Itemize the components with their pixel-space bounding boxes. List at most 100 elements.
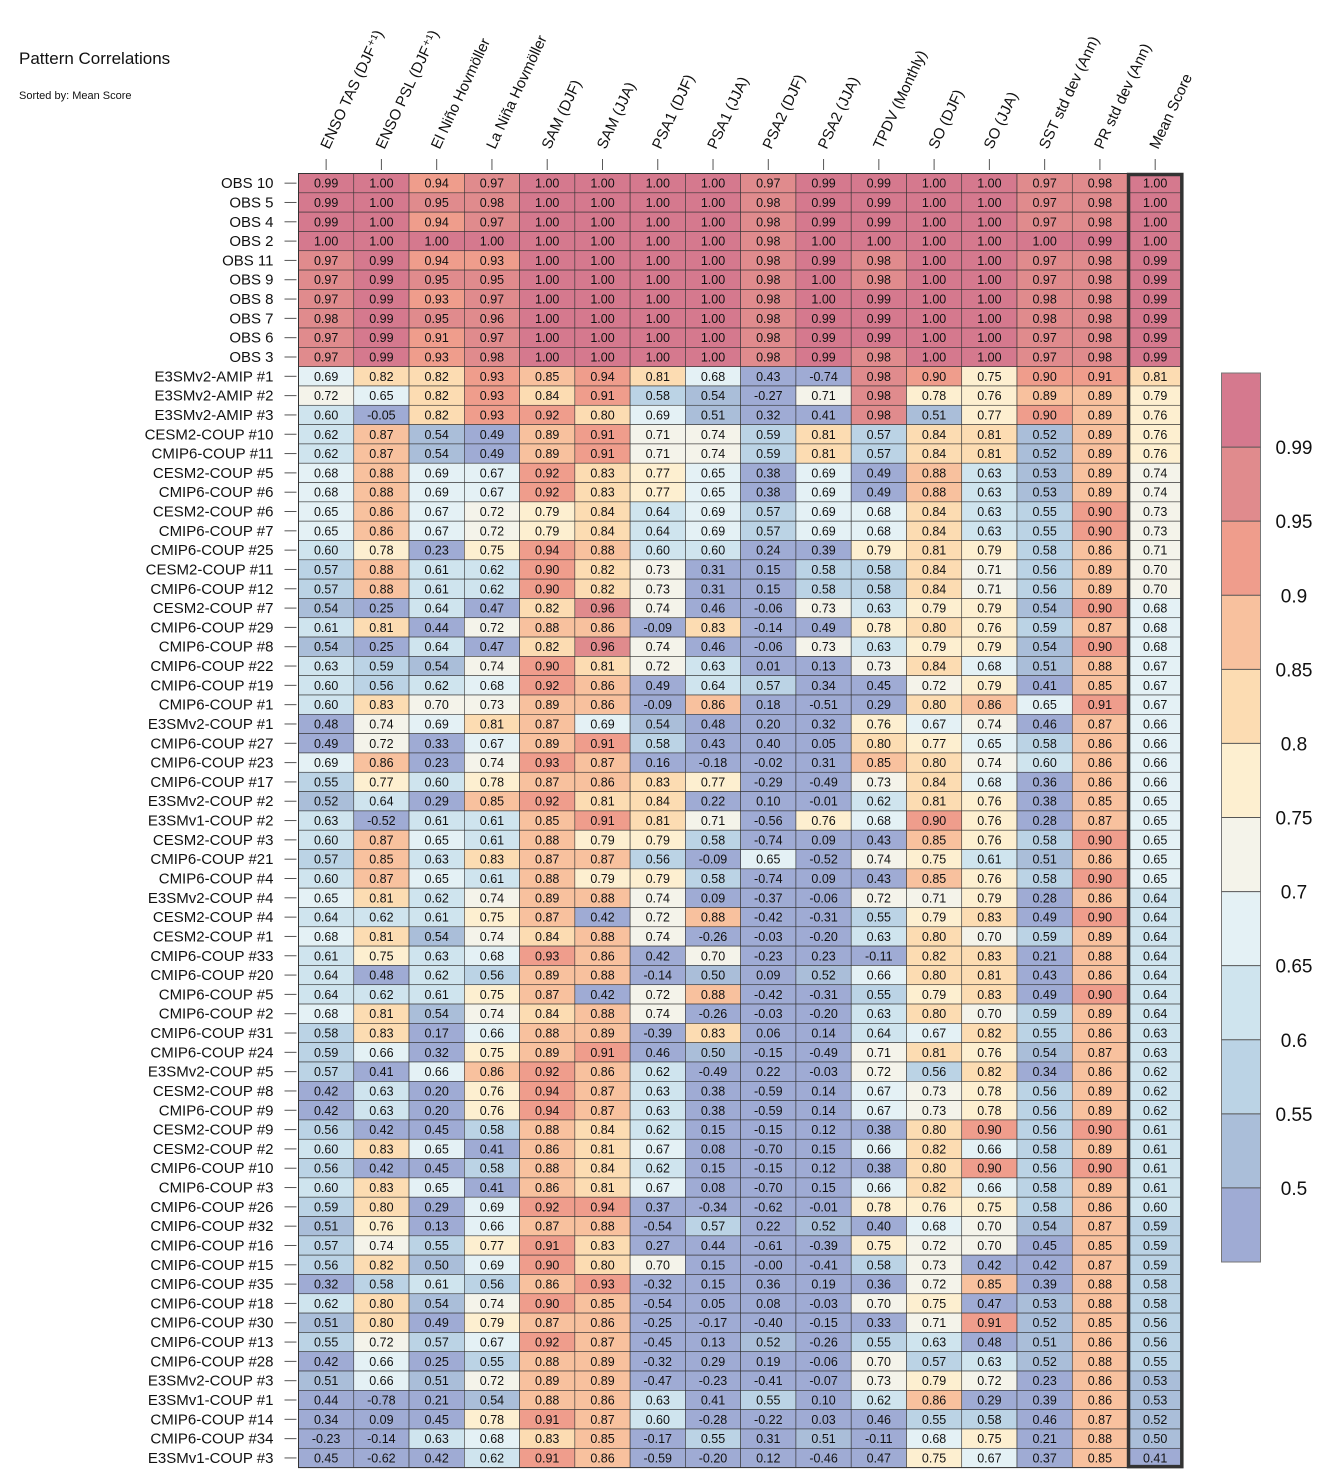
cell-value: 0.86 — [535, 1181, 559, 1195]
cell-value: 1.00 — [977, 177, 1001, 191]
cell-value: 1.00 — [701, 331, 725, 345]
cell-value: 0.69 — [590, 717, 614, 731]
cell-value: -0.05 — [367, 408, 396, 422]
cell-value: 0.59 — [1032, 930, 1056, 944]
cell-value: -0.39 — [644, 1027, 673, 1041]
cell-value: 0.85 — [977, 1278, 1001, 1292]
cell-value: 0.73 — [922, 1258, 946, 1272]
cell-value: 0.54 — [314, 640, 338, 654]
cell-value: 0.59 — [1143, 1239, 1167, 1253]
cell-value: 0.89 — [590, 1355, 614, 1369]
cell-value: 1.00 — [811, 235, 835, 249]
cell-value: 0.85 — [1088, 679, 1112, 693]
cell-value: 0.62 — [1143, 1084, 1167, 1098]
cell-value: 0.84 — [535, 930, 559, 944]
cell-value: 0.42 — [314, 1084, 338, 1098]
cell-value: -0.20 — [809, 1007, 838, 1021]
cell-value: 0.84 — [922, 582, 946, 596]
cell-value: 0.71 — [977, 563, 1001, 577]
cell-value: 0.72 — [480, 524, 504, 538]
cell-value: 0.89 — [535, 891, 559, 905]
cell-value: 0.64 — [1143, 969, 1167, 983]
cell-value: 0.34 — [314, 1413, 338, 1427]
cell-value: 0.95 — [425, 273, 449, 287]
cell-value: 0.54 — [1032, 640, 1056, 654]
cell-value: 0.75 — [867, 1239, 891, 1253]
cell-value: 0.63 — [314, 814, 338, 828]
cell-value: 0.48 — [701, 717, 725, 731]
cell-value: 0.98 — [1088, 215, 1112, 229]
cell-value: 0.53 — [1143, 1374, 1167, 1388]
cell-value: 0.86 — [369, 524, 393, 538]
cell-value: 0.31 — [701, 563, 725, 577]
cell-value: 0.84 — [590, 1162, 614, 1176]
cell-value: 0.88 — [535, 1394, 559, 1408]
cell-value: 0.89 — [535, 1046, 559, 1060]
cell-value: 0.91 — [535, 1239, 559, 1253]
cell-value: 0.70 — [867, 1355, 891, 1369]
cell-value: 0.83 — [590, 486, 614, 500]
cell-value: 0.62 — [867, 795, 891, 809]
cell-value: 0.68 — [922, 1432, 946, 1446]
cell-value: 0.80 — [590, 1258, 614, 1272]
cell-value: 0.80 — [369, 1200, 393, 1214]
cell-value: 0.87 — [535, 775, 559, 789]
cell-value: 0.86 — [701, 698, 725, 712]
cell-value: 1.00 — [701, 196, 725, 210]
cell-value: 0.72 — [480, 621, 504, 635]
cell-value: 0.87 — [369, 447, 393, 461]
cell-value: 0.41 — [701, 1394, 725, 1408]
cell-value: -0.32 — [644, 1355, 673, 1369]
cell-value: 1.00 — [369, 215, 393, 229]
cell-value: 0.87 — [590, 756, 614, 770]
cell-value: -0.45 — [644, 1336, 673, 1350]
column-label: SO (JJA) — [981, 89, 1022, 151]
row-label: E3SMv2-COUP #2 — [148, 793, 274, 810]
cell-value: -0.14 — [367, 1432, 396, 1446]
cell-value: 0.76 — [977, 833, 1001, 847]
cell-value: 0.89 — [1088, 930, 1112, 944]
cell-value: 0.58 — [811, 563, 835, 577]
cell-value: 0.98 — [756, 215, 780, 229]
cell-value: 0.61 — [480, 872, 504, 886]
cell-value: -0.14 — [754, 621, 783, 635]
cell-value: 0.89 — [1088, 1084, 1112, 1098]
cell-value: 0.86 — [1088, 1065, 1112, 1079]
row-label: CMIP6-COUP #10 — [150, 1160, 273, 1177]
cell-value: 0.41 — [369, 1065, 393, 1079]
cell-value: 0.55 — [756, 1394, 780, 1408]
row-label: CMIP6-COUP #26 — [150, 1199, 273, 1216]
cell-value: 0.62 — [480, 582, 504, 596]
cell-value: 0.72 — [922, 679, 946, 693]
column-label: PSA2 (JJA) — [815, 74, 863, 151]
cell-value: 0.85 — [535, 370, 559, 384]
cell-value: 0.88 — [1088, 1278, 1112, 1292]
cell-value: 0.60 — [314, 698, 338, 712]
column-label: ENSO TAS (DJF⁺¹) — [317, 28, 387, 152]
cell-value: 0.38 — [756, 486, 780, 500]
cell-value: -0.59 — [754, 1084, 783, 1098]
cell-value: 0.59 — [1143, 1220, 1167, 1234]
cell-value: -0.01 — [809, 795, 838, 809]
cell-value: 0.76 — [1143, 428, 1167, 442]
cell-value: 0.57 — [867, 428, 891, 442]
column-label: PSA1 (DJF) — [649, 72, 698, 152]
cell-value: 0.86 — [590, 1451, 614, 1465]
cell-value: 0.89 — [1088, 486, 1112, 500]
cell-value: 0.72 — [922, 1278, 946, 1292]
cell-value: 0.82 — [922, 1142, 946, 1156]
cell-value: 0.33 — [425, 737, 449, 751]
cell-value: 0.79 — [1143, 389, 1167, 403]
cell-value: 0.12 — [811, 1123, 835, 1137]
cell-value: 1.00 — [535, 196, 559, 210]
cell-value: 0.64 — [314, 988, 338, 1002]
cell-value: 0.74 — [1143, 466, 1167, 480]
cell-value: 0.77 — [646, 486, 670, 500]
colorbar-segment — [1221, 1187, 1261, 1262]
row-label: E3SMv2-COUP #4 — [148, 890, 274, 907]
cell-value: 0.83 — [369, 698, 393, 712]
cell-value: 0.99 — [369, 293, 393, 307]
cell-value: 0.98 — [756, 312, 780, 326]
cell-value: 0.87 — [535, 988, 559, 1002]
cell-value: 0.81 — [922, 544, 946, 558]
